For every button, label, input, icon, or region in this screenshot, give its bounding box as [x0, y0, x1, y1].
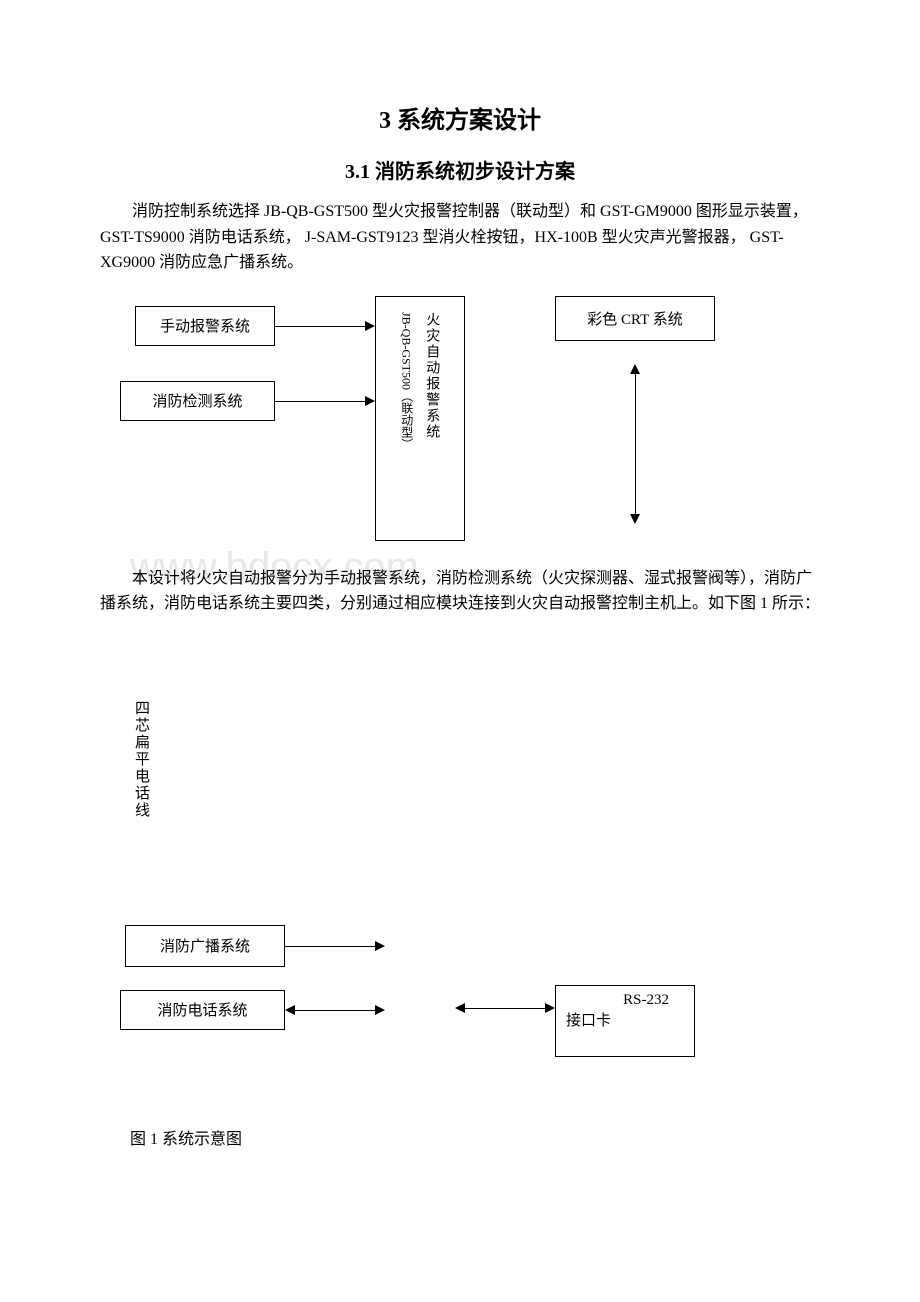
arrow-line-2 [275, 401, 365, 402]
arrow-rs232-left [455, 1003, 465, 1013]
rs232-label-1: RS-232 [623, 992, 669, 1009]
paragraph-1: 消防控制系统选择 JB-QB-GST500 型火灾报警控制器（联动型）和 GST… [100, 199, 820, 276]
arrow-rs232-line [465, 1008, 545, 1009]
crt-arrow-down [630, 514, 640, 524]
manual-alarm-box: 手动报警系统 [135, 306, 275, 346]
paragraph-2: 本设计将火灾自动报警分为手动报警系统，消防检测系统（火灾探测器、湿式报警阀等），… [100, 566, 820, 617]
broadcast-label: 消防广播系统 [160, 935, 250, 956]
center-title-label: 火灾自动报警系统 [422, 312, 442, 440]
arrow-broadcast-head [375, 941, 385, 951]
sub-title: 3.1 消防系统初步设计方案 [100, 155, 820, 184]
center-model-label: JB-QB-GST500（联动型） [399, 312, 416, 450]
arrow-rs232-right [545, 1003, 555, 1013]
crt-system-box: 彩色 CRT 系统 [555, 296, 715, 341]
center-system-box: JB-QB-GST500（联动型） 火灾自动报警系统 [375, 296, 465, 541]
arrow-telephone-right [375, 1005, 385, 1015]
cable-label-text: 四芯扁平电话线 [133, 700, 149, 819]
figure-caption: 图 1 系统示意图 [130, 1125, 820, 1149]
arrow-telephone-line [295, 1010, 375, 1011]
rs232-label-2: 接口卡 [566, 1009, 611, 1030]
diagram-1: 手动报警系统 消防检测系统 JB-QB-GST500（联动型） 火灾自动报警系统… [100, 286, 820, 566]
manual-alarm-label: 手动报警系统 [160, 315, 250, 336]
telephone-label: 消防电话系统 [157, 999, 247, 1020]
vertical-cable-label: 四芯扁平电话线 [130, 700, 151, 819]
arrow-head-2 [365, 396, 375, 406]
telephone-box: 消防电话系统 [120, 990, 285, 1030]
arrow-line-1 [275, 326, 365, 327]
fire-detection-box: 消防检测系统 [120, 381, 275, 421]
main-title: 3 系统方案设计 [100, 100, 820, 135]
fire-detection-label: 消防检测系统 [152, 390, 242, 411]
crt-system-label: 彩色 CRT 系统 [587, 308, 683, 329]
crt-vline [635, 371, 636, 516]
diagram-2: 四芯扁平电话线 消防广播系统 消防电话系统 RS-232 接口卡 [100, 625, 820, 1105]
crt-arrow-up [630, 364, 640, 374]
rs232-box: RS-232 接口卡 [555, 985, 695, 1057]
broadcast-box: 消防广播系统 [125, 925, 285, 967]
arrow-broadcast-line [285, 946, 375, 947]
arrow-telephone-left [285, 1005, 295, 1015]
arrow-head-1 [365, 321, 375, 331]
